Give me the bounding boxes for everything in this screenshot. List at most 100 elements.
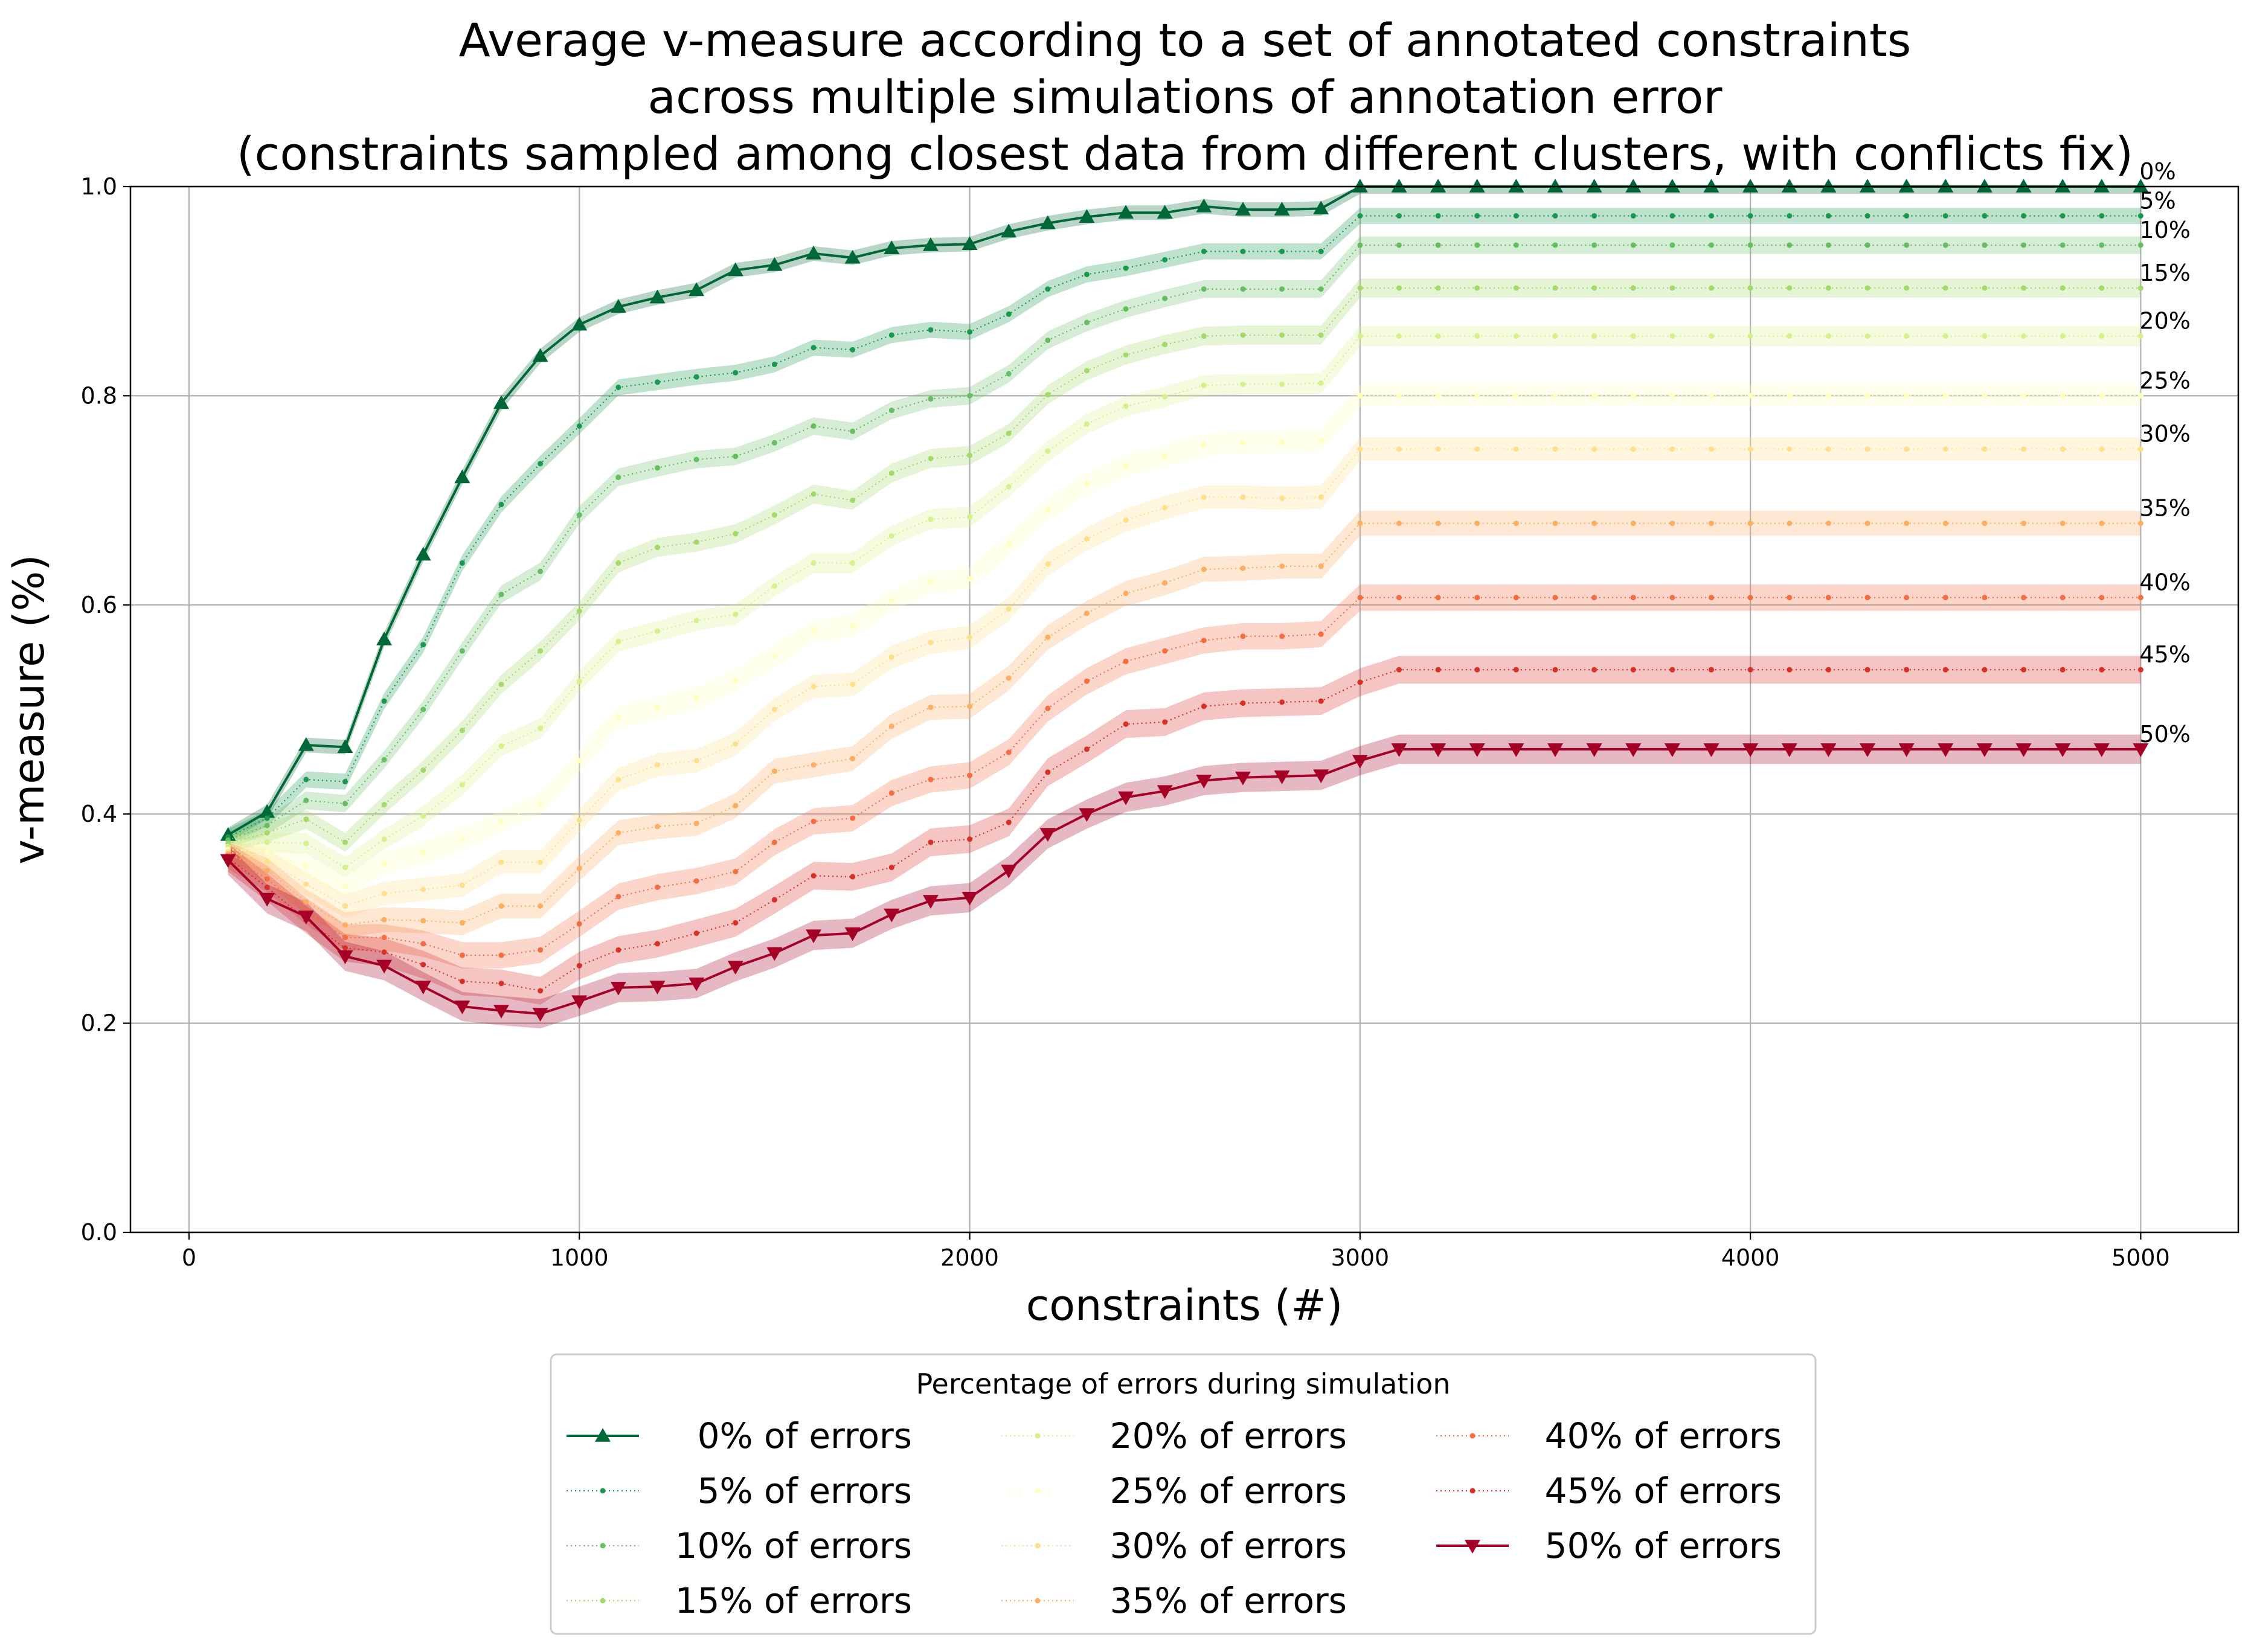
data-point (1045, 507, 1051, 513)
data-point (1162, 342, 1168, 348)
data-point (498, 681, 504, 687)
data-point (1513, 242, 1519, 248)
data-point (1084, 610, 1090, 616)
data-point (2021, 595, 2027, 601)
data-point (1591, 520, 1597, 527)
data-point (2060, 667, 2066, 673)
data-point (303, 798, 309, 804)
legend-marker (1465, 1540, 1480, 1554)
data-point (342, 922, 348, 928)
data-point (1508, 743, 1524, 757)
data-point (1318, 380, 1324, 386)
data-point (571, 316, 588, 331)
data-point (1709, 242, 1714, 248)
data-point (264, 876, 270, 882)
data-point (1864, 392, 1870, 399)
data-point (1547, 179, 1563, 193)
data-point (1313, 200, 1329, 215)
data-point (2099, 595, 2105, 601)
data-point (649, 289, 666, 304)
series-1 (225, 213, 2143, 840)
data-point (1860, 179, 1876, 193)
data-point (1982, 213, 1988, 219)
data-point (1201, 442, 1207, 448)
data-point (2060, 285, 2066, 291)
data-point (1435, 446, 1441, 452)
legend-marker (1469, 1433, 1475, 1439)
data-point (2021, 242, 2027, 248)
data-point (1162, 719, 1168, 725)
data-point (693, 539, 699, 545)
data-point (928, 455, 934, 461)
x-tick-label: 2000 (940, 1244, 999, 1271)
series-end-label: 20% (2139, 308, 2190, 335)
legend-items: 0% of errors 5% of errors 10% of errors 15%… (567, 1415, 1782, 1621)
data-point (1982, 333, 1988, 339)
data-point (1084, 536, 1090, 542)
data-point (342, 935, 348, 941)
legend-marker (1035, 1488, 1041, 1494)
data-point (498, 903, 504, 909)
data-point (811, 345, 817, 351)
data-point (1045, 769, 1051, 775)
legend-marker (595, 1428, 611, 1442)
data-point (303, 776, 309, 783)
data-point (1357, 446, 1363, 452)
data-point (1435, 667, 1441, 673)
data-point (1162, 580, 1168, 586)
data-point (298, 911, 314, 924)
data-point (1586, 743, 1602, 757)
data-point (1825, 446, 1831, 452)
data-point (1435, 333, 1441, 339)
data-point (1664, 743, 1680, 757)
data-point (1118, 205, 1134, 219)
data-point (1396, 667, 1402, 673)
data-point (1162, 257, 1168, 263)
data-point (1552, 242, 1558, 248)
data-point (1357, 679, 1363, 685)
series-lines (220, 179, 2149, 1022)
data-point (806, 245, 822, 260)
data-point (498, 952, 504, 958)
data-point (655, 705, 660, 711)
data-point (967, 836, 973, 842)
legend-item: 15% of errors (567, 1580, 912, 1621)
legend-item: 5% of errors (567, 1470, 912, 1511)
data-point (420, 706, 426, 712)
legend-label: 50% of errors (1545, 1525, 1782, 1566)
data-point (1435, 392, 1441, 399)
legend-item: 50% of errors (1436, 1525, 1782, 1566)
data-point (1787, 392, 1793, 399)
data-point (733, 802, 739, 808)
data-point (1357, 392, 1363, 399)
data-point (1864, 595, 1870, 601)
data-point (1669, 242, 1675, 248)
data-point (1787, 242, 1793, 248)
legend-label: 40% of errors (1545, 1415, 1782, 1456)
data-point (1976, 179, 1992, 193)
series-2 (225, 242, 2143, 843)
data-point (538, 648, 544, 654)
data-point (733, 611, 739, 617)
legend-marker (600, 1543, 606, 1549)
data-point (459, 836, 465, 842)
data-point (1787, 520, 1793, 527)
data-point (1942, 667, 1948, 673)
data-point (1552, 667, 1558, 673)
x-tick-label: 1000 (550, 1244, 609, 1271)
data-point (1787, 285, 1793, 291)
data-point (1123, 591, 1129, 597)
legend-label: 45% of errors (1545, 1470, 1782, 1511)
data-point (2137, 242, 2143, 248)
data-point (1825, 242, 1831, 248)
data-point (2021, 333, 2027, 339)
data-point (655, 379, 660, 385)
data-point (1820, 179, 1837, 193)
data-point (1162, 394, 1168, 400)
legend-marker (600, 1488, 606, 1494)
data-point (693, 695, 699, 701)
data-point (264, 822, 270, 828)
data-point (1591, 595, 1597, 601)
data-point (1820, 743, 1837, 757)
data-point (615, 894, 621, 900)
